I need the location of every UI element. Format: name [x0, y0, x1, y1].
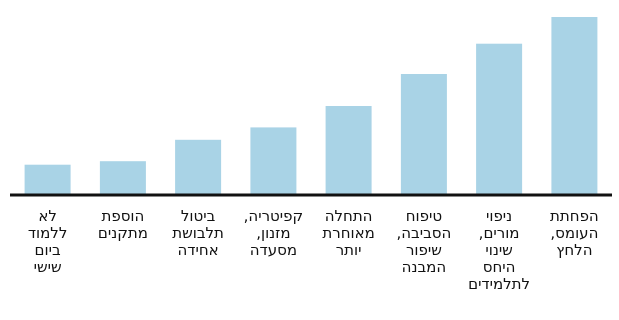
category-label-6: ביטול תלבושת אחידה [172, 207, 224, 259]
bar-6 [175, 139, 222, 195]
bar-4 [325, 106, 372, 195]
bar-8 [24, 164, 71, 195]
category-label-3: טיפוח הסביבה, שיפור המבנה [396, 207, 451, 276]
category-label-1: הפחתת העומס, הלחץ [550, 207, 599, 259]
category-label-5: קפיטריה, מזנון, מסעדה [244, 207, 303, 259]
bar-2 [476, 43, 523, 196]
bars-group [24, 17, 598, 196]
bar-3 [400, 74, 447, 195]
category-label-2: ניפוי מורים, שינוי היחס לתלמידים [468, 207, 530, 293]
category-label-7: הוספת מתקנים [98, 207, 148, 242]
bar-5 [250, 127, 297, 195]
bar-7 [99, 161, 146, 195]
bar-1 [551, 17, 598, 195]
category-label-4: התחלה מאוחרת יותר [322, 207, 374, 259]
category-labels-group: הפחתת העומס, הלחץ ניפוי מורים, שינוי היחס לתלמי… [28, 207, 599, 293]
category-label-8: לא ללמוד ביום שישי [28, 207, 68, 276]
